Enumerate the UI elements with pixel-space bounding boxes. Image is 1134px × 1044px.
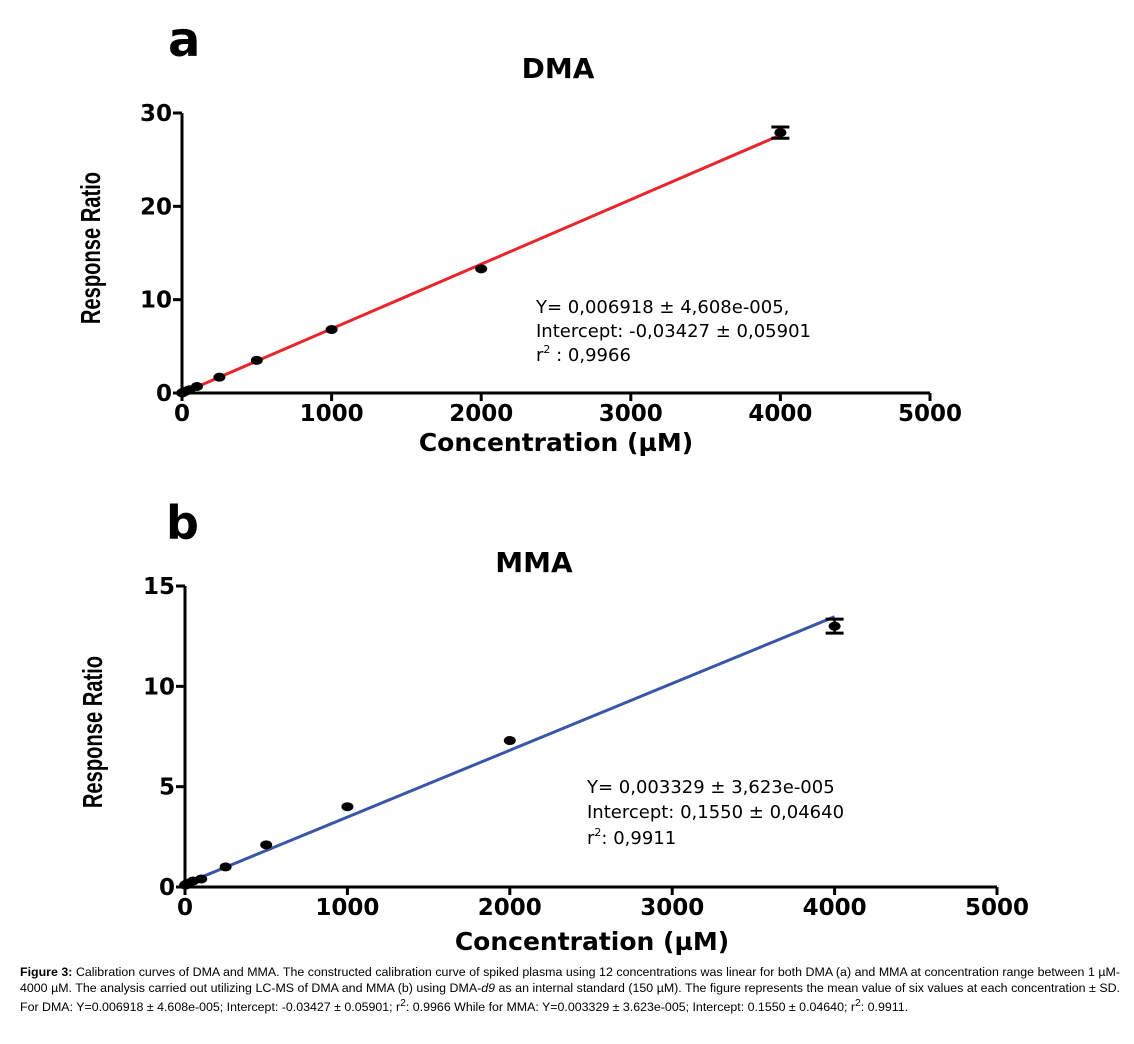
panel-label-b: b	[166, 496, 199, 550]
x-tick-label-b: 1000	[315, 895, 379, 921]
data-point-b	[503, 736, 516, 746]
chart-title-mma: MMA	[495, 546, 573, 579]
caption-text-3: : 0.9966 While for MMA: Y=0.003329 ± 3.6…	[405, 1000, 855, 1015]
fit-annotation-b: Y= 0,003329 ± 3,623e-005 Intercept: 0,15…	[586, 777, 844, 849]
annotation-r2-b: r2: 0,9911	[587, 826, 676, 849]
x-tick-label-a: 1000	[300, 401, 364, 427]
data-point-b	[260, 840, 273, 850]
y-tick-label-b: 10	[143, 674, 175, 700]
data-point-b	[195, 874, 208, 884]
x-tick-label-b: 5000	[965, 895, 1029, 921]
y-tick-label-a: 30	[140, 101, 172, 127]
data-point-b	[828, 621, 841, 631]
annotation-intercept-b: Intercept: 0,1550 ± 0,04640	[587, 802, 844, 823]
figure-caption: Figure 3: Calibration curves of DMA and …	[20, 965, 1120, 1016]
data-point-a	[774, 128, 787, 138]
caption-text-4: : 0.9911.	[860, 1000, 909, 1015]
x-axis-label-b: Concentration (µM)	[455, 927, 729, 956]
caption-sup-2: 2	[854, 998, 861, 1010]
annotation-r2-a: r2 : 0,9966	[536, 343, 631, 366]
regression-line-a	[181, 133, 781, 395]
x-tick-label-a: 2000	[449, 401, 513, 427]
y-tick-label-a: 10	[140, 288, 172, 314]
data-point-a	[250, 355, 263, 365]
x-tick-label-a: 5000	[898, 401, 962, 427]
x-tick-label-b: 0	[177, 895, 193, 921]
annotation-equation-b: Y= 0,003329 ± 3,623e-005	[586, 777, 835, 798]
x-tick-label-b: 2000	[478, 895, 542, 921]
x-tick-label-b: 3000	[640, 895, 704, 921]
y-tick-label-a: 20	[140, 194, 172, 220]
caption-sup-1: 2	[400, 998, 406, 1010]
y-tick-label-a: 0	[156, 381, 172, 407]
data-point-a	[190, 381, 203, 391]
x-tick-label-b: 4000	[803, 895, 867, 921]
x-tick-label-a: 4000	[748, 401, 812, 427]
y-tick-label-b: 15	[143, 574, 175, 600]
y-axis-label-a: Response Ratio	[76, 172, 107, 324]
data-point-a	[325, 325, 338, 335]
data-point-b	[219, 862, 232, 872]
regression-line-b	[184, 615, 836, 886]
caption-text-2: as an internal standard (150 µM). The fi…	[20, 980, 1120, 1015]
caption-label: Figure 3:	[20, 965, 73, 979]
annotation-equation-a: Y= 0,006918 ± 4,608e-005,	[535, 297, 789, 318]
data-point-a	[213, 372, 226, 382]
y-tick-label-b: 0	[159, 875, 175, 901]
panel-mma: b MMA Response Ratio Concentration (µM) …	[78, 496, 1029, 956]
caption-text-1: Calibration curves of DMA and MMA. The c…	[20, 965, 1120, 995]
data-point-b	[341, 802, 354, 812]
annotation-intercept-a: Intercept: -0,03427 ± 0,05901	[536, 321, 811, 342]
x-tick-label-a: 0	[174, 401, 190, 427]
chart-title-dma: DMA	[522, 52, 595, 85]
caption-italic: d9	[481, 980, 496, 995]
x-tick-label-a: 3000	[599, 401, 663, 427]
y-axis-label-b: Response Ratio	[78, 656, 109, 808]
x-axis-label-a: Concentration (µM)	[419, 428, 693, 457]
fit-annotation-a: Y= 0,006918 ± 4,608e-005, Intercept: -0,…	[535, 297, 811, 366]
panel-dma: a DMA Response Ratio Concentration (µM) …	[76, 12, 962, 457]
y-tick-label-b: 5	[159, 775, 175, 801]
data-point-a	[475, 264, 488, 274]
panel-label-a: a	[168, 12, 200, 68]
figure-canvas: a DMA Response Ratio Concentration (µM) …	[76, 12, 1029, 956]
